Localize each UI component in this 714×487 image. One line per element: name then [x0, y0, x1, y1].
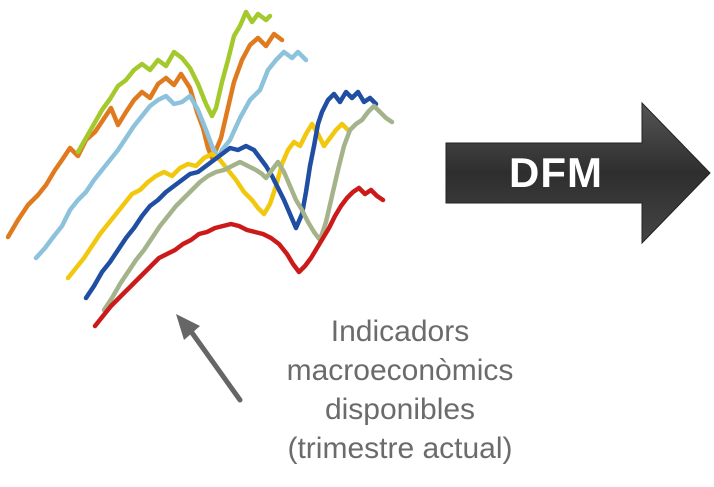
indicator-series-darkblue	[83, 89, 379, 301]
indicator-series-group	[5, 9, 395, 329]
caption-line-2: macroeconòmics	[286, 354, 514, 387]
indicator-series-green	[75, 9, 273, 155]
pointer-arrow	[176, 314, 243, 403]
indicator-series-orange-back	[5, 31, 285, 240]
indicators-caption: Indicadors macroeconòmics disponibles (t…	[235, 312, 565, 468]
pointer-arrow-shaft	[187, 327, 243, 403]
indicator-series-red	[92, 185, 386, 329]
indicator-series-lightblue	[33, 49, 309, 261]
dfm-arrow-shape	[445, 101, 711, 245]
caption-line-3: disponibles	[324, 393, 476, 426]
dfm-arrow	[445, 101, 711, 245]
dfm-arrow-label: DFM	[509, 149, 603, 196]
indicator-series-khaki	[101, 103, 395, 313]
indicator-series-yellow	[65, 121, 351, 281]
caption-line-4: (trimestre actual)	[287, 432, 513, 465]
pointer-arrow-head	[176, 314, 200, 340]
caption-line-1: Indicadors	[330, 315, 470, 348]
